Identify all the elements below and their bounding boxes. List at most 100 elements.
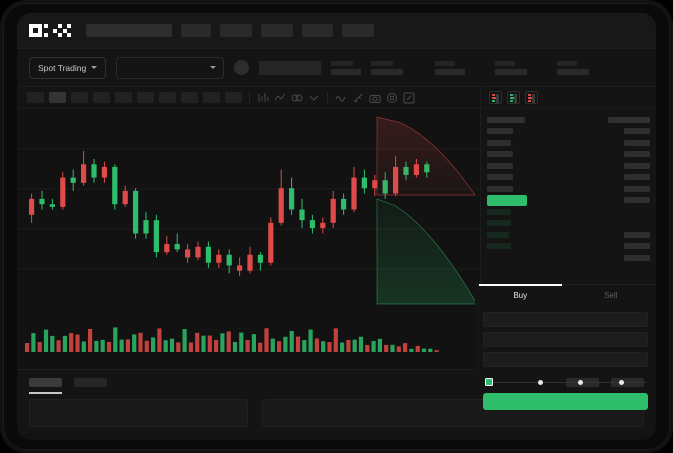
orders-tab-open[interactable] <box>29 377 62 394</box>
order-book-price <box>487 151 513 158</box>
order-book-price <box>487 194 527 206</box>
slider-node-25[interactable] <box>538 379 544 385</box>
order-book-row[interactable] <box>487 149 650 161</box>
nav-item-2[interactable] <box>220 24 252 37</box>
order-book-price <box>487 231 509 238</box>
order-total-input[interactable] <box>483 352 648 367</box>
order-book-size <box>624 185 650 192</box>
drawing-tool-icon[interactable] <box>352 92 364 104</box>
ticker-stat-3 <box>435 60 466 75</box>
order-book-row[interactable] <box>487 114 650 126</box>
tab-buy[interactable]: Buy <box>475 284 566 306</box>
camera-icon[interactable] <box>369 92 381 104</box>
timeframe-3[interactable] <box>93 92 110 103</box>
order-book-size <box>624 162 650 169</box>
chart-toolbar <box>17 87 480 109</box>
tab-sell[interactable]: Sell <box>566 285 657 306</box>
order-book-row[interactable] <box>487 229 650 241</box>
order-book-size <box>624 151 650 158</box>
order-amount-input[interactable] <box>483 332 648 347</box>
ticker-stat-1 <box>331 60 362 75</box>
nav-item-1[interactable] <box>181 24 211 37</box>
toolbar-divider <box>249 92 250 103</box>
amount-slider[interactable] <box>485 375 646 389</box>
order-book-row[interactable] <box>487 194 650 207</box>
nav-item-4[interactable] <box>302 24 333 37</box>
timeframe-5[interactable] <box>137 92 154 103</box>
order-book-price <box>487 220 511 227</box>
order-book-size <box>624 254 650 261</box>
slider-handle[interactable] <box>485 378 493 386</box>
order-book-price <box>487 139 511 146</box>
order-book-rows[interactable] <box>481 109 656 369</box>
book-mode-asks-icon[interactable] <box>525 91 538 104</box>
order-book-price <box>487 128 513 135</box>
order-form <box>475 306 656 389</box>
timeframe-8[interactable] <box>203 92 220 103</box>
timeframe-9[interactable] <box>225 92 242 103</box>
chevron-down-icon <box>91 66 98 69</box>
fullscreen-icon[interactable] <box>403 92 415 104</box>
last-price-value <box>259 60 322 75</box>
orders-panel-left[interactable] <box>29 399 248 427</box>
buy-sell-tabs: Buy Sell <box>475 284 656 306</box>
order-book-row[interactable] <box>487 126 650 138</box>
price-chart-plot[interactable] <box>17 109 480 369</box>
settings-gear-icon[interactable] <box>386 92 398 104</box>
orders-tab-history[interactable] <box>74 377 107 387</box>
logo-letter-k <box>43 24 57 37</box>
timeframe-0[interactable] <box>27 92 44 103</box>
candlestick-type-icon[interactable] <box>257 92 269 104</box>
pair-avatar <box>234 60 250 75</box>
line-tool-icon[interactable] <box>335 92 347 104</box>
nav-item-3[interactable] <box>261 24 293 37</box>
order-book-view-modes <box>481 87 656 109</box>
order-book-size <box>624 174 650 181</box>
logo-letter-o <box>29 24 42 37</box>
indicators-icon[interactable] <box>274 92 286 104</box>
order-book-size <box>608 116 650 123</box>
timeframe-1[interactable] <box>49 92 66 103</box>
nav-item-5[interactable] <box>342 24 374 37</box>
order-book-size <box>624 139 650 146</box>
order-book-row[interactable] <box>487 218 650 230</box>
compare-icon[interactable] <box>291 92 303 104</box>
slider-node-50[interactable] <box>578 379 584 385</box>
order-book-price <box>487 243 511 250</box>
spot-trading-dropdown[interactable]: Spot Trading <box>29 56 107 79</box>
order-book-row[interactable] <box>487 137 650 149</box>
ticker-stat-5 <box>557 60 590 75</box>
chart-settings-chevron-icon[interactable] <box>308 92 320 104</box>
order-book-row[interactable] <box>487 172 650 184</box>
order-book-price <box>487 208 511 215</box>
tab-sell-label: Sell <box>604 291 618 300</box>
timeframe-2[interactable] <box>71 92 88 103</box>
candlestick-chart <box>17 116 480 352</box>
order-book-row[interactable] <box>487 160 650 172</box>
chevron-down-icon <box>210 66 217 69</box>
book-mode-bids-icon[interactable] <box>507 91 520 104</box>
order-book-row[interactable] <box>487 206 650 218</box>
timeframe-6[interactable] <box>159 92 176 103</box>
order-book-row[interactable] <box>487 183 650 195</box>
order-book-row[interactable] <box>487 241 650 253</box>
order-book-row[interactable] <box>487 252 650 264</box>
order-book-size <box>624 243 650 250</box>
logo-letter-x <box>58 24 71 37</box>
timeframe-4[interactable] <box>115 92 132 103</box>
nav-item-primary[interactable] <box>86 24 172 37</box>
order-book-row[interactable] <box>487 264 650 276</box>
order-price-input[interactable] <box>483 312 648 327</box>
trading-pair-select[interactable] <box>116 56 225 79</box>
spot-trading-label: Spot Trading <box>38 62 87 73</box>
timeframe-7[interactable] <box>181 92 198 103</box>
order-book-price <box>487 116 525 123</box>
market-ticker-bar: Spot Trading <box>17 49 656 87</box>
okx-logo[interactable] <box>29 24 71 37</box>
book-mode-both-icon[interactable] <box>489 91 502 104</box>
slider-node-75[interactable] <box>618 379 624 385</box>
slider-rail <box>488 381 646 383</box>
order-book-size <box>624 231 650 238</box>
place-buy-order-button[interactable] <box>483 393 648 410</box>
order-book-price <box>487 185 513 192</box>
